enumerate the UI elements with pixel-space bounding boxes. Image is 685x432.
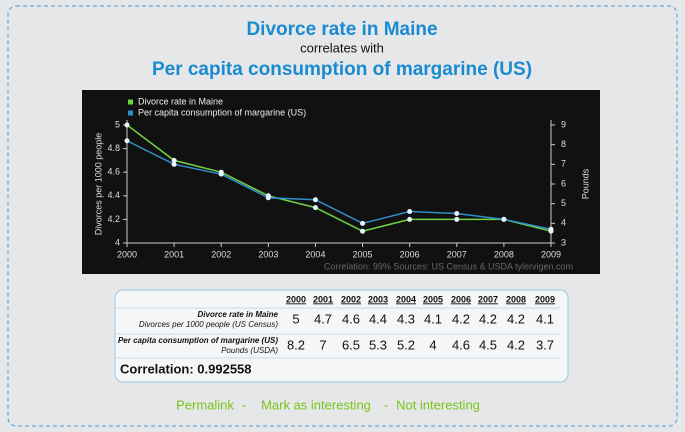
y-tick-label: 4.6 [107,167,120,177]
series-line [126,124,552,232]
correlation: Correlation: 0.992558 [120,361,252,376]
x-tick-label: 2005 [353,249,373,259]
row-unit: Divorces per 1000 people (US Census) [139,320,279,329]
separator: - [384,397,388,412]
point [124,122,130,128]
point [312,197,318,203]
y2-tick-label: 4 [561,218,566,228]
x-tick-label: 2003 [258,249,278,259]
legend-label: Per capita consumption of margarine (US) [138,107,306,117]
point [360,228,366,234]
table-value: 4.7 [314,311,332,326]
y2-tick-label: 3 [561,237,566,247]
table-year: 2006 [451,294,471,304]
y2-tick-label: 9 [561,119,566,129]
link[interactable]: Not interesting [396,397,480,412]
table-value: 4.5 [479,337,497,352]
y2-tick-label: 5 [561,198,566,208]
y-tick-label: 4 [115,237,120,247]
point [171,161,177,167]
point [265,195,271,201]
y2-tick-label: 6 [561,178,566,188]
row-name: Divorce rate in Maine [198,310,279,319]
table-box [114,289,569,383]
point [124,138,130,144]
point [548,226,554,232]
series-line [126,140,552,230]
y-tick-label: 5 [115,119,120,129]
point [501,216,507,222]
table-value: 4.1 [424,311,442,326]
connector: correlates with [300,40,384,55]
table-year: 2007 [478,294,498,304]
table-value: 4.2 [507,311,525,326]
table-value: 6.5 [342,337,360,352]
table-value: 4.6 [452,337,470,352]
table-year: 2005 [423,294,443,304]
legend-swatch [128,110,133,116]
table-value: 5 [292,311,299,326]
point [171,157,177,163]
x-tick-label: 2007 [447,249,467,259]
table-year: 2001 [313,294,333,304]
table-value: 4.2 [479,311,497,326]
point [218,171,224,177]
table-year: 2008 [506,294,526,304]
point [360,220,366,226]
table-value: 4.2 [452,311,470,326]
point [312,205,318,211]
table-value: 7 [319,337,326,352]
y-tick-label: 4.4 [107,190,120,200]
footer: Correlation: 99% Sources: US Census & US… [324,261,573,271]
link[interactable]: Permalink [176,397,234,412]
y-tick-label: 4.8 [107,143,120,153]
table-value: 3.7 [536,337,554,352]
table-value: 5.2 [397,337,415,352]
table-value: 4.2 [507,337,525,352]
table-year: 2003 [368,294,388,304]
point [454,211,460,216]
x-tick-label: 2000 [117,249,137,259]
link[interactable]: Mark as interesting [261,397,371,412]
frame [7,5,678,427]
y2-axis-label: Pounds [580,168,590,199]
table-year: 2009 [535,294,555,304]
y-axis-label: Divorces per 1000 people [93,133,103,236]
x-tick-label: 2001 [164,249,184,259]
y2-tick-label: 8 [561,139,566,149]
row-name: Per capita consumption of margarine (US) [118,336,278,345]
chart-bg [82,90,600,274]
table-value: 5.3 [369,337,387,352]
table-value: 4.3 [397,311,415,326]
table-value: 4.4 [369,311,387,326]
table-year: 2000 [286,294,306,304]
row-unit: Pounds (USDA) [221,346,278,355]
table-year: 2004 [396,294,416,304]
table-value: 8.2 [287,337,305,352]
subtitle: Per capita consumption of margarine (US) [152,59,532,80]
legend-label: Divorce rate in Maine [138,96,223,106]
point [454,216,460,222]
table-year: 2002 [341,294,361,304]
y2-tick-label: 7 [561,159,566,169]
table-value: 4 [429,337,436,352]
point [407,209,413,215]
legend-swatch [128,99,133,105]
y-tick-label: 4.2 [107,214,120,224]
table-value: 4.1 [536,311,554,326]
table-value: 4.6 [342,311,360,326]
separator: - [242,397,246,412]
x-tick-label: 2008 [494,249,514,259]
title: Divorce rate in Maine [246,19,437,40]
point [407,216,413,222]
x-tick-label: 2002 [211,249,231,259]
x-tick-label: 2006 [400,249,420,259]
x-tick-label: 2009 [541,249,561,259]
x-tick-label: 2004 [305,249,325,259]
